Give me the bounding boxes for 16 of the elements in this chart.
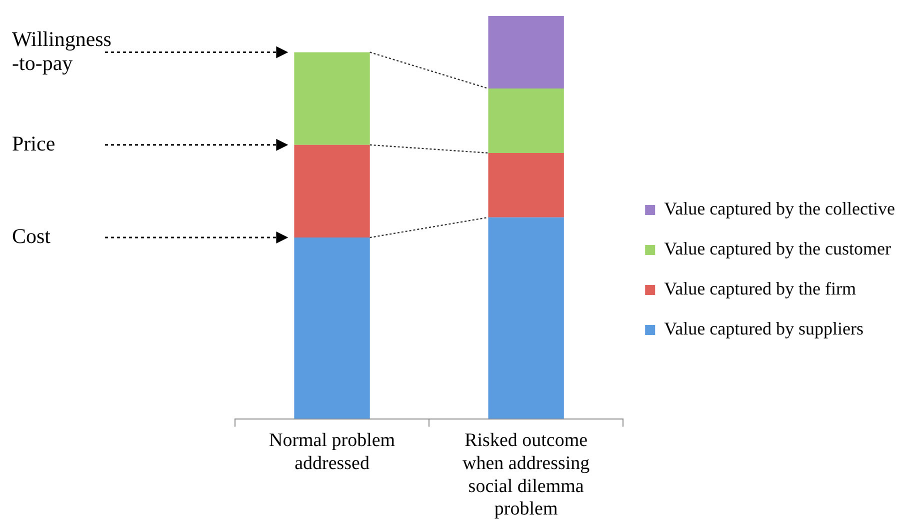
- bar: [488, 152, 564, 218]
- text: Cost: [12, 224, 51, 248]
- bar: [294, 238, 370, 419]
- bar: [294, 144, 370, 238]
- legend-label: Value captured by the collective: [664, 198, 896, 219]
- bar: [488, 16, 564, 89]
- x-tick-label: Normal problem addressed: [268, 430, 396, 474]
- bar: [294, 52, 370, 145]
- bar: [488, 88, 564, 153]
- legend-label: Value captured by suppliers: [664, 318, 864, 339]
- text: Price: [12, 131, 56, 156]
- legend-label: Value captured by the customer: [664, 238, 892, 259]
- bar: [488, 217, 564, 419]
- legend-label: Value captured by the firm: [664, 278, 856, 299]
- text: Willingness -to-pay: [12, 26, 112, 75]
- x-tick-label: Risked outcome when addressing social dilemma problem: [462, 430, 590, 520]
